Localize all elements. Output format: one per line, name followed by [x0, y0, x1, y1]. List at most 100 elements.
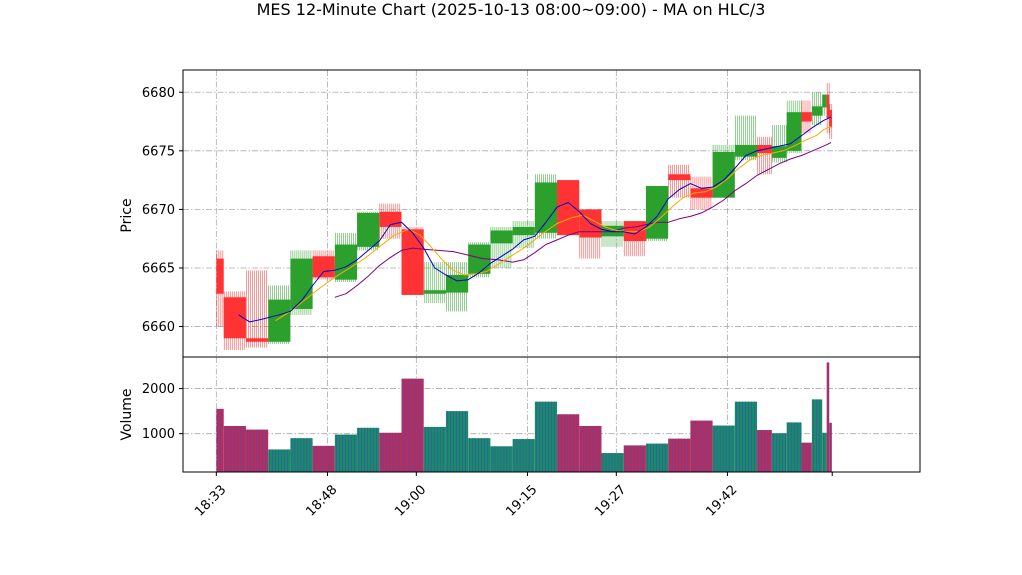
volume-bar-fill: [245, 429, 269, 472]
volume-bar-fill: [690, 420, 713, 472]
x-tick-label: 19:00: [392, 482, 429, 519]
volume-bar-fill: [601, 453, 624, 472]
volume-bar-fill: [801, 442, 812, 472]
price-axis-label: Price: [119, 198, 135, 232]
volume-bar-fill: [557, 414, 580, 472]
volume-bar-fill: [668, 438, 691, 472]
volume-bar: [786, 422, 802, 472]
candle: [557, 180, 580, 236]
volume-bar: [290, 438, 313, 472]
volume-bar: [312, 445, 335, 472]
candle-body: [829, 109, 832, 128]
price-tick-label: 6680: [142, 86, 175, 101]
volume-bar: [645, 443, 669, 472]
candle: [623, 221, 646, 257]
candle-body: [512, 226, 535, 236]
volume-bar-fill: [490, 446, 513, 472]
volume-bar-fill: [734, 401, 758, 472]
volume-bar: [668, 438, 691, 472]
x-tick-label: 18:48: [303, 482, 340, 519]
volume-bar: [623, 445, 646, 472]
candle: [357, 211, 380, 251]
volume-bar-fill: [645, 443, 669, 472]
volume-bar: [801, 442, 812, 472]
candle: [312, 250, 335, 280]
volume-bar-fill: [290, 438, 313, 472]
candle: [490, 226, 513, 268]
candle: [290, 250, 313, 315]
ma-slow-line: [334, 142, 832, 298]
volume-bar-fill: [822, 432, 827, 472]
volume-bar: [829, 422, 832, 472]
candle-body: [468, 244, 491, 274]
candle: [579, 209, 602, 259]
volume-bar-fill: [423, 426, 446, 472]
x-tick-label: 19:42: [703, 482, 740, 519]
candle: [668, 164, 691, 198]
candle: [423, 262, 446, 304]
volume-bar: [357, 427, 380, 472]
volume-bar-fill: [312, 445, 335, 472]
volume-bar: [334, 434, 358, 472]
candle: [690, 176, 713, 210]
candle-body: [534, 182, 558, 233]
candle-body: [223, 297, 246, 339]
volume-bar-fill: [379, 432, 402, 472]
volume-bar-fill: [534, 401, 558, 472]
candle: [826, 82, 830, 134]
volume-bar-fill: [268, 449, 291, 472]
candle-body: [645, 185, 669, 239]
candle: [801, 100, 812, 134]
candle: [401, 226, 424, 295]
volume-tick-label: 1000: [142, 427, 175, 442]
candle: [771, 125, 787, 163]
volume-bar: [216, 408, 224, 472]
candle: [445, 262, 469, 312]
volume-bar: [557, 414, 580, 472]
candle: [223, 291, 246, 350]
candle-body: [826, 94, 830, 119]
volume-bar: [579, 426, 602, 472]
volume-bar: [423, 426, 446, 472]
candle-body: [786, 112, 802, 151]
candle-body: [557, 180, 580, 236]
candle-body: [445, 275, 469, 293]
volume-bar: [534, 401, 558, 472]
candle: [822, 94, 827, 116]
candle-body: [811, 106, 823, 116]
volume-bar: [401, 378, 424, 472]
axes: [179, 69, 921, 476]
volume-bar-fill: [445, 411, 469, 472]
price-tick-label: 6660: [142, 320, 175, 335]
volume-bar: [822, 432, 827, 472]
candle-body: [601, 225, 624, 237]
candle-body: [334, 244, 358, 280]
volume-bar-fill: [223, 426, 246, 472]
candle: [786, 100, 802, 154]
moving-averages: [238, 116, 832, 323]
candle: [216, 250, 224, 327]
volume-bar-fill: [357, 427, 380, 472]
ma-fast-line: [238, 116, 832, 323]
volume-bar-fill: [334, 434, 358, 472]
volume-bar: [379, 432, 402, 472]
volume-bar: [223, 426, 246, 472]
candle-body: [290, 258, 313, 309]
price-tick-label: 6675: [142, 144, 175, 159]
candle-body: [734, 144, 758, 157]
volume-axis-label: Volume: [119, 388, 135, 440]
candle: [811, 92, 823, 126]
volume-bar-fill: [512, 439, 535, 472]
candle-body: [490, 230, 513, 244]
volume-bars: [216, 362, 832, 472]
candle: [512, 221, 535, 249]
candle: [268, 285, 291, 345]
candle-body: [668, 174, 691, 181]
volume-bar-fill: [216, 408, 224, 472]
volume-bar-fill: [712, 425, 735, 472]
x-tick-label: 18:33: [192, 482, 229, 519]
candle: [534, 174, 558, 239]
volume-bar: [690, 420, 713, 472]
candle: [601, 221, 624, 247]
